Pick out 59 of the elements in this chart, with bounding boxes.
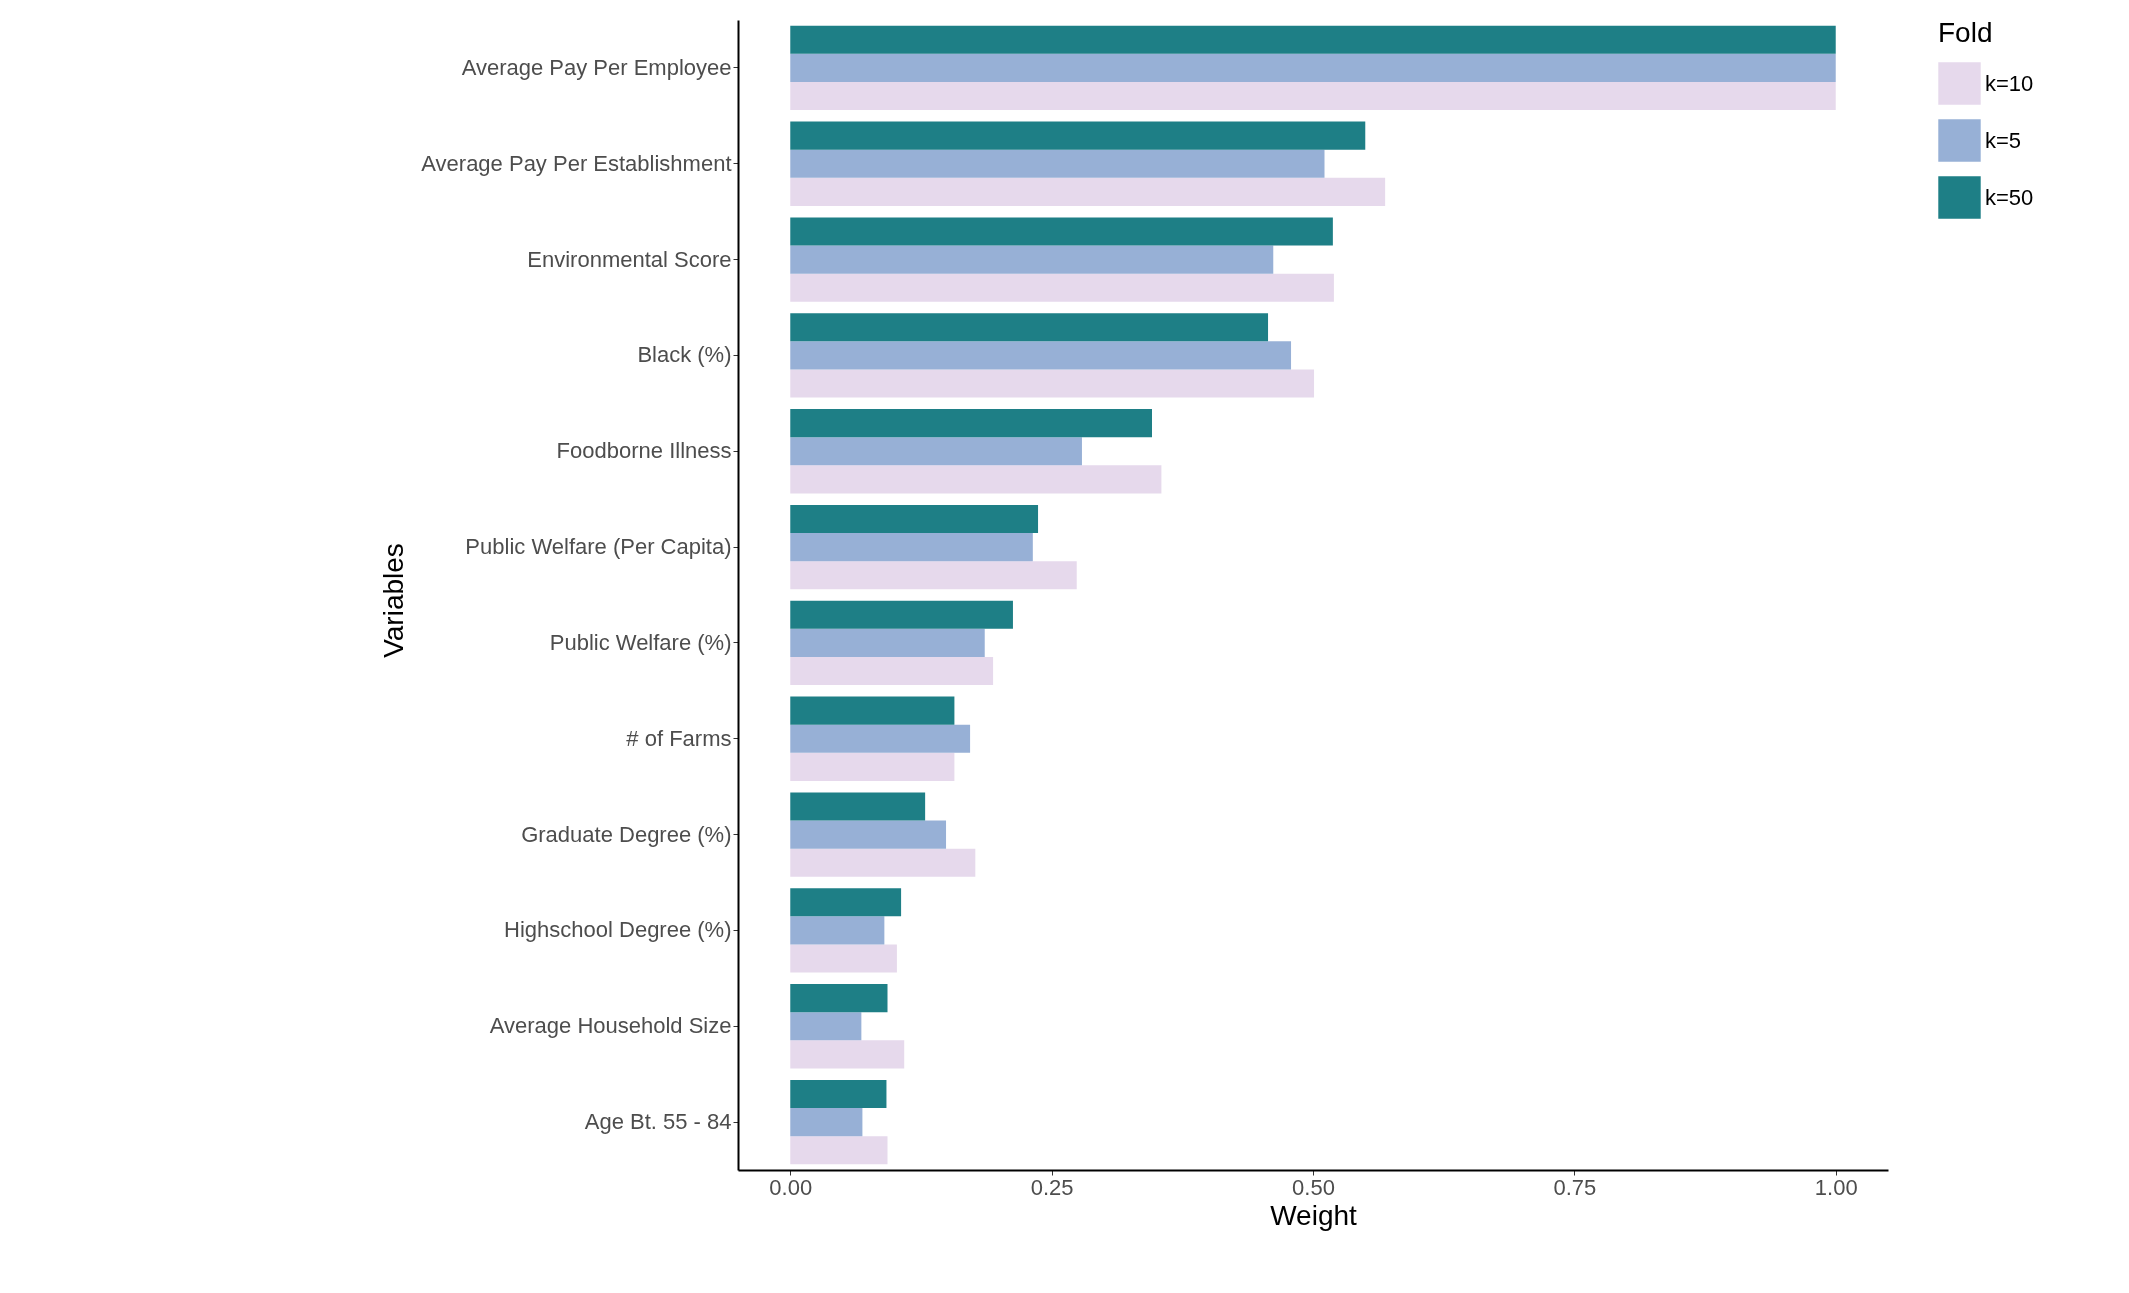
y-tick-label: Graduate Degree (%) <box>521 821 732 847</box>
bar <box>790 600 1013 629</box>
y-tick-label: Average Household Size <box>489 1013 732 1039</box>
y-tick-label: Age Bt. 55 - 84 <box>584 1109 732 1135</box>
bar <box>790 888 902 917</box>
y-tick-label: # of Farms <box>626 725 732 751</box>
bar <box>790 628 985 657</box>
bar <box>790 561 1077 590</box>
bar <box>790 792 926 821</box>
bar <box>790 149 1325 178</box>
legend-title: Fold <box>1938 17 1993 48</box>
legend-label: k=50 <box>1985 184 2034 210</box>
bar <box>790 409 1152 438</box>
bar <box>790 752 955 781</box>
bar <box>790 121 1366 150</box>
bar <box>790 1136 888 1165</box>
bar <box>790 245 1274 274</box>
bar <box>790 1040 905 1069</box>
bar <box>790 341 1292 370</box>
x-axis-title: Weight <box>1270 1199 1358 1231</box>
y-tick-label: Public Welfare (%) <box>549 629 732 655</box>
x-tick-label: 0.75 <box>1553 1174 1597 1200</box>
bar <box>790 820 947 849</box>
x-tick-label: 0.50 <box>1292 1174 1335 1200</box>
bar <box>790 81 1836 111</box>
bar <box>790 504 1039 534</box>
bar <box>790 177 1386 206</box>
bar <box>790 724 971 753</box>
legend-label: k=5 <box>1985 127 2022 153</box>
bar <box>790 984 888 1013</box>
bar <box>790 1079 887 1109</box>
bar <box>790 217 1333 246</box>
bar <box>790 944 897 973</box>
bar <box>790 848 976 877</box>
bar <box>790 25 1836 54</box>
bar <box>790 656 994 686</box>
y-tick-label: Average Pay Per Employee <box>461 54 732 80</box>
bar <box>790 273 1334 302</box>
x-tick-label: 0.00 <box>769 1174 813 1200</box>
bar <box>790 1012 862 1041</box>
bar <box>790 53 1836 82</box>
y-tick-label: Black (%) <box>637 342 732 368</box>
y-tick-label: Foodborne Illness <box>556 438 732 464</box>
bar <box>790 313 1269 342</box>
x-tick-label: 1.00 <box>1814 1174 1858 1200</box>
bar <box>790 533 1033 562</box>
y-tick-label: Average Pay Per Establishment <box>421 150 732 176</box>
bar <box>790 916 885 945</box>
bar <box>790 1108 863 1137</box>
bar <box>790 437 1082 466</box>
bar <box>790 696 955 725</box>
legend-label: k=10 <box>1985 70 2034 96</box>
x-tick-label: 0.25 <box>1030 1174 1074 1200</box>
bar <box>790 369 1315 398</box>
y-tick-label: Environmental Score <box>527 246 732 272</box>
bar <box>790 465 1162 494</box>
y-tick-label: Public Welfare (Per Capita) <box>465 534 732 560</box>
y-tick-label: Highschool Degree (%) <box>504 917 732 943</box>
y-axis-title: Variables <box>377 543 409 658</box>
